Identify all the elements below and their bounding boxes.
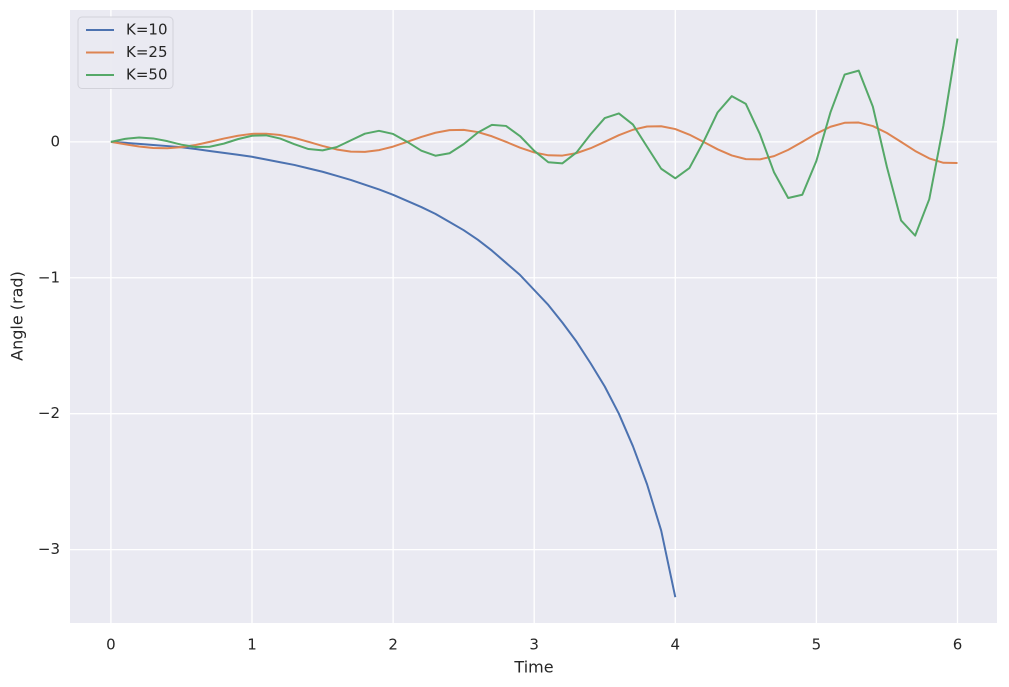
- x-tick-label: 3: [529, 636, 539, 654]
- lines: [110, 38, 959, 598]
- x-tick-label: 4: [671, 636, 681, 654]
- y-axis-label: Angle (rad): [8, 271, 27, 361]
- series-line: [110, 121, 958, 165]
- y-tick-label: 0: [50, 132, 60, 150]
- x-axis-label: Time: [513, 658, 553, 677]
- y-tick-label: −2: [38, 404, 60, 422]
- x-tick-label: 5: [812, 636, 822, 654]
- x-tick-label: 0: [106, 636, 116, 654]
- grid: [70, 10, 997, 623]
- plot-area: [70, 10, 997, 623]
- x-tick-label: 1: [247, 636, 257, 654]
- legend-label: K=10: [126, 21, 168, 39]
- legend: K=10 K=25 K=50: [77, 16, 174, 89]
- legend-label: K=50: [126, 66, 168, 84]
- series-line: [110, 140, 677, 598]
- y-tick-label: −3: [38, 540, 60, 558]
- x-tick-label: 2: [388, 636, 398, 654]
- y-tick-label: −1: [38, 268, 60, 286]
- x-tick-label: 6: [953, 636, 963, 654]
- series-line: [110, 38, 959, 237]
- legend-box: [77, 16, 174, 89]
- legend-label: K=25: [126, 43, 168, 61]
